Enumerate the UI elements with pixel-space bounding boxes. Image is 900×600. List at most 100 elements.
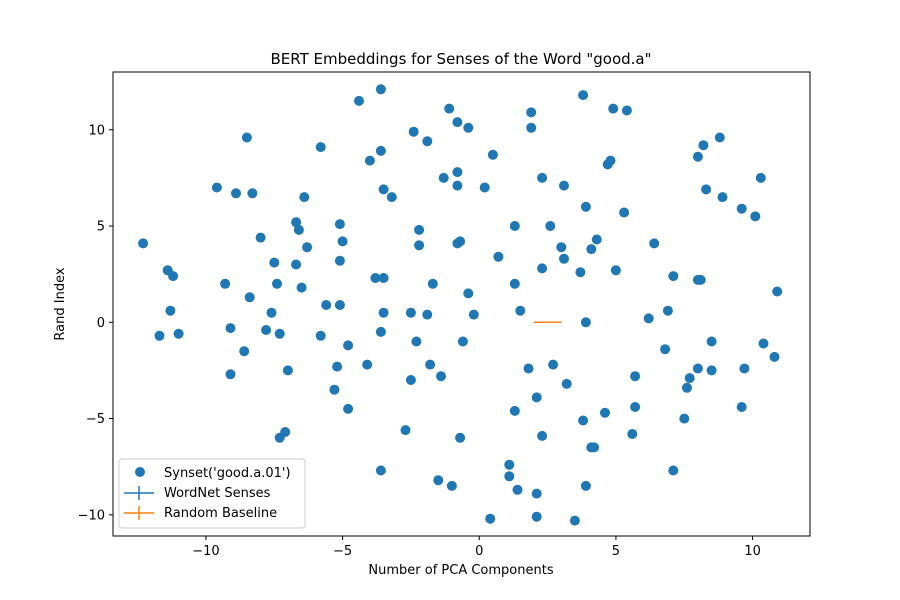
data-point bbox=[334, 255, 345, 266]
x-axis-ticks: −10 −5 0 5 10 bbox=[192, 536, 761, 559]
data-point bbox=[231, 188, 241, 199]
data-point bbox=[649, 238, 660, 249]
scatter-points bbox=[138, 84, 783, 526]
data-point bbox=[452, 167, 463, 178]
data-point bbox=[280, 427, 291, 437]
data-point bbox=[531, 511, 542, 522]
data-point bbox=[610, 265, 621, 276]
data-point bbox=[772, 286, 783, 297]
y-tick-label: −10 bbox=[78, 508, 105, 523]
data-point bbox=[414, 240, 425, 251]
data-point bbox=[255, 232, 266, 243]
data-point bbox=[526, 122, 537, 133]
data-point bbox=[261, 325, 272, 335]
data-point bbox=[750, 211, 761, 222]
data-point bbox=[485, 513, 496, 524]
y-tick-label: 0 bbox=[97, 316, 105, 331]
data-point bbox=[455, 432, 466, 443]
legend-marker-wordnet bbox=[124, 486, 154, 500]
data-point bbox=[512, 484, 523, 495]
data-point bbox=[332, 361, 343, 372]
data-point bbox=[425, 359, 436, 370]
data-point bbox=[619, 207, 630, 218]
y-tick-label: 10 bbox=[88, 123, 105, 138]
y-tick-label: 5 bbox=[97, 220, 105, 235]
data-point bbox=[422, 309, 433, 320]
data-point bbox=[411, 336, 422, 347]
data-point bbox=[436, 371, 446, 382]
data-point bbox=[375, 145, 386, 156]
data-point bbox=[531, 488, 542, 499]
x-tick-label: 5 bbox=[612, 544, 620, 559]
data-point bbox=[138, 238, 149, 249]
data-point bbox=[408, 126, 419, 137]
data-point bbox=[755, 172, 766, 183]
data-point bbox=[682, 382, 692, 393]
data-point bbox=[272, 278, 282, 289]
data-point bbox=[559, 253, 569, 264]
data-point bbox=[608, 103, 619, 114]
data-point bbox=[509, 221, 520, 231]
data-point bbox=[364, 155, 375, 166]
data-point bbox=[698, 140, 709, 151]
chart-title: BERT Embeddings for Senses of the Word "… bbox=[270, 50, 651, 68]
data-point bbox=[225, 369, 236, 380]
data-point bbox=[739, 363, 750, 374]
data-point bbox=[692, 363, 703, 374]
legend-label-wordnet: WordNet Senses bbox=[164, 486, 271, 501]
data-point bbox=[627, 429, 638, 439]
data-point bbox=[668, 465, 679, 476]
data-point bbox=[578, 90, 589, 101]
data-point bbox=[537, 263, 548, 274]
data-point bbox=[662, 305, 673, 316]
data-point bbox=[537, 430, 548, 441]
x-tick-label: 10 bbox=[744, 544, 761, 559]
data-point bbox=[291, 259, 302, 270]
data-point bbox=[386, 192, 397, 203]
data-point bbox=[531, 392, 542, 403]
data-point bbox=[504, 471, 515, 482]
data-point bbox=[239, 346, 250, 357]
data-point bbox=[679, 413, 690, 424]
data-point bbox=[302, 242, 313, 253]
data-point bbox=[714, 132, 725, 143]
data-point bbox=[452, 180, 463, 191]
data-point bbox=[463, 288, 474, 299]
data-point bbox=[589, 442, 600, 453]
legend-marker-synset bbox=[135, 467, 145, 477]
data-point bbox=[455, 236, 466, 247]
data-point bbox=[736, 203, 747, 214]
data-point bbox=[362, 359, 373, 370]
data-point bbox=[701, 184, 712, 195]
data-point bbox=[427, 278, 438, 289]
data-point bbox=[154, 330, 165, 341]
data-point bbox=[487, 149, 498, 160]
data-point bbox=[400, 425, 411, 436]
data-point bbox=[438, 172, 449, 183]
legend-label-random: Random Baseline bbox=[164, 506, 277, 521]
y-axis-ticks: −10 −5 0 5 10 bbox=[78, 123, 113, 523]
data-point bbox=[343, 340, 354, 351]
data-point bbox=[504, 459, 515, 470]
data-point bbox=[548, 359, 559, 370]
data-point bbox=[523, 363, 534, 374]
data-point bbox=[269, 257, 280, 268]
data-point bbox=[422, 136, 433, 147]
data-point bbox=[605, 155, 616, 166]
data-point bbox=[569, 515, 580, 526]
y-tick-label: −5 bbox=[86, 412, 105, 427]
legend-marker-random bbox=[124, 506, 154, 520]
data-point bbox=[274, 328, 285, 339]
data-point bbox=[343, 403, 354, 414]
legend: Synset('good.a.01') WordNet Senses Rando… bbox=[118, 458, 306, 529]
data-point bbox=[378, 184, 389, 195]
data-point bbox=[211, 182, 222, 193]
data-point bbox=[660, 344, 671, 355]
data-point bbox=[580, 317, 591, 328]
data-point bbox=[225, 323, 236, 334]
data-point bbox=[706, 336, 717, 347]
data-point bbox=[580, 201, 591, 212]
data-point bbox=[580, 480, 591, 491]
data-point bbox=[220, 278, 231, 289]
